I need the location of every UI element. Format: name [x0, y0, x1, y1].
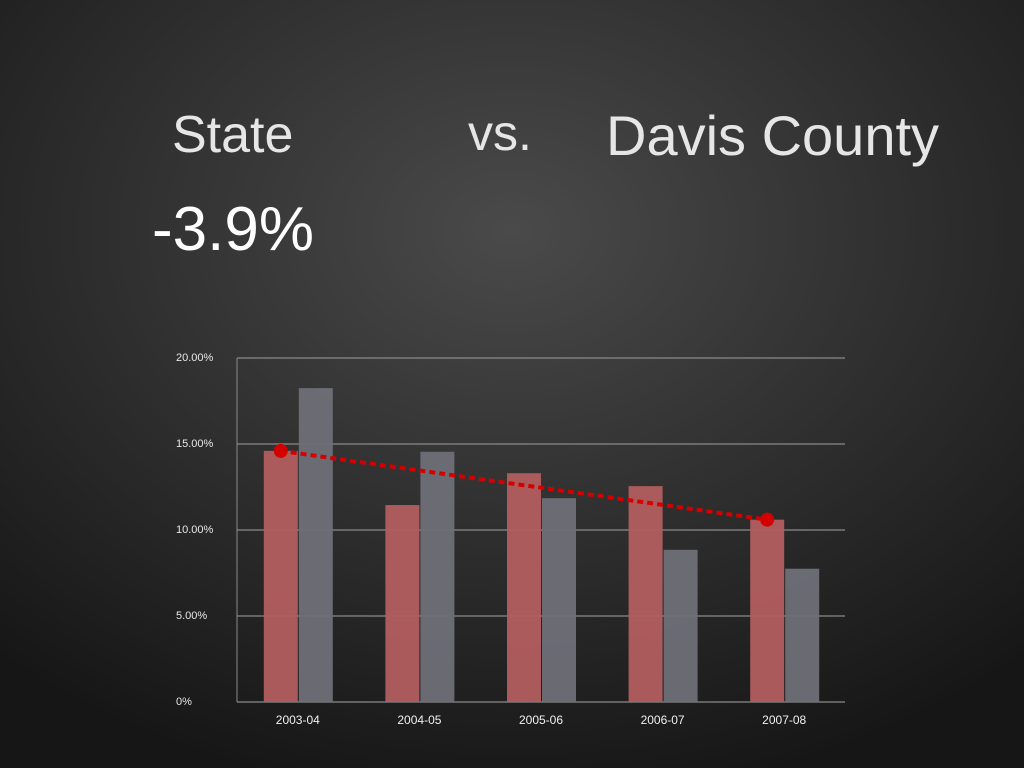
county-label: Davis County	[606, 104, 939, 167]
bar	[507, 473, 541, 702]
bar	[542, 498, 576, 702]
trend-point	[760, 512, 775, 527]
y-tick-label: 15.00%	[176, 438, 214, 450]
bar	[385, 505, 420, 702]
bar	[663, 549, 698, 702]
bar	[298, 388, 333, 702]
bar	[628, 486, 663, 702]
bar	[420, 451, 455, 702]
y-tick-label: 20.00%	[176, 352, 214, 364]
x-tick-label: 2003-04	[276, 713, 320, 727]
change-label: -3.9%	[152, 195, 314, 264]
vs-label: vs.	[468, 105, 532, 161]
x-tick-label: 2004-05	[397, 713, 441, 727]
y-tick-label: 5.00%	[176, 610, 207, 622]
bar	[785, 568, 820, 702]
trend-line	[280, 448, 768, 522]
title: State	[172, 106, 293, 164]
x-tick-label: 2006-07	[641, 713, 685, 727]
bar	[263, 450, 298, 702]
x-tick-label: 2007-08	[762, 713, 806, 727]
plot: 0% 5.00% 10.00% 15.00% 20.00% 2003-04 2004-05 2…	[176, 352, 845, 727]
y-tick-label: 10.00%	[176, 524, 214, 536]
x-tick-label: 2005-06	[519, 713, 563, 727]
y-tick-label: 0%	[176, 696, 192, 708]
trend-point	[273, 443, 288, 458]
bar	[750, 519, 785, 702]
